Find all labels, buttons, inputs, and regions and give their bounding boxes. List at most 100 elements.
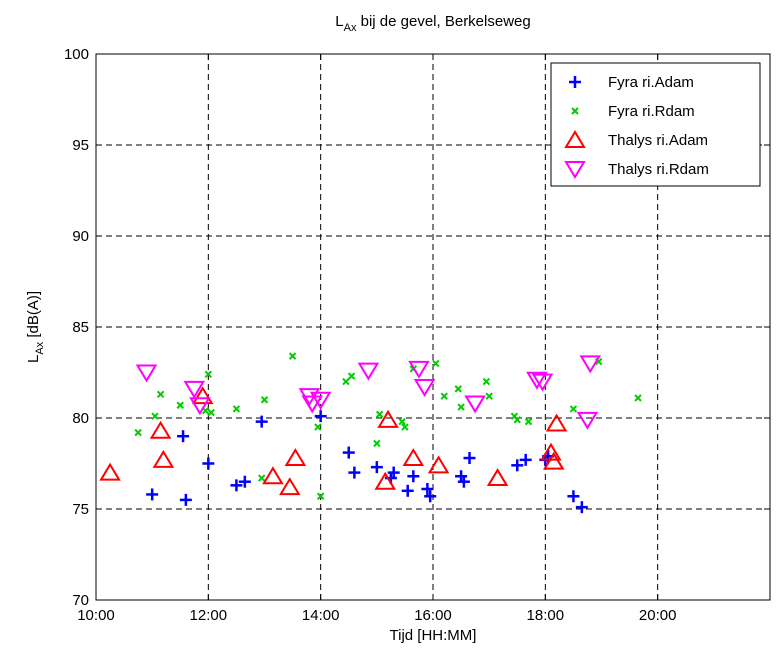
- data-point: [519, 453, 532, 466]
- data-point: [457, 403, 465, 411]
- legend-marker: [564, 161, 586, 179]
- data-point: [134, 428, 142, 437]
- data-point: [146, 488, 159, 501]
- series-1: [146, 410, 588, 514]
- data-point: [401, 484, 414, 497]
- legend-box: [550, 62, 761, 187]
- series-3: [99, 386, 568, 496]
- data-point: [183, 380, 206, 399]
- x-tick-label: 16:00: [414, 607, 452, 624]
- x-axis: 10:00 12:00 14:00 16:00 18:00 20:00: [77, 54, 676, 624]
- data-point: [257, 474, 266, 482]
- data-point: [342, 377, 350, 386]
- legend: Fyra ri.Adam Fyra ri.Rdam Thalys ri.Adam Th…: [550, 62, 761, 187]
- data-point: [424, 490, 437, 503]
- data-point: [260, 396, 269, 404]
- data-point: [511, 459, 524, 472]
- data-point: [191, 386, 214, 405]
- data-point: [370, 461, 383, 474]
- data-point: [149, 420, 172, 439]
- y-tick-label: 90: [72, 228, 89, 245]
- data-point: [575, 501, 588, 514]
- y-tick-label: 80: [72, 410, 89, 427]
- legend-item: Thalys ri.Rdam: [564, 161, 709, 179]
- data-point: [156, 390, 165, 399]
- data-point: [408, 360, 430, 379]
- x-tick-label: 10:00: [77, 607, 115, 624]
- y-axis-label-rest: [dB(A)]: [25, 291, 42, 342]
- data-point: [284, 448, 307, 467]
- data-point: [464, 395, 486, 414]
- data-point: [387, 466, 400, 479]
- data-point: [485, 392, 493, 400]
- data-point: [545, 413, 568, 432]
- data-point: [373, 439, 381, 448]
- data-point: [189, 397, 211, 416]
- legend-label: Thalys ri.Adam: [608, 132, 708, 149]
- data-point: [531, 373, 554, 392]
- x-axis-label: Tijd [HH:MM]: [390, 627, 477, 644]
- data-point: [398, 417, 406, 426]
- data-points: [99, 352, 642, 514]
- data-point: [463, 452, 476, 465]
- series-2: [134, 352, 642, 500]
- legend-marker: [571, 107, 579, 115]
- data-point: [486, 468, 509, 487]
- x-tick-label: 12:00: [190, 607, 228, 624]
- legend-item: Fyra ri.Rdam: [571, 103, 695, 120]
- data-point: [135, 364, 158, 383]
- y-axis-label: LAx [dB(A)]: [25, 291, 46, 363]
- chart-title-rest: bij de gevel, Berkelseweg: [356, 13, 530, 30]
- data-point: [309, 391, 332, 410]
- data-point: [513, 416, 521, 424]
- y-axis: 70 75 80 85 90 95 100: [64, 46, 770, 609]
- y-axis-label-subscript: Ax: [34, 341, 46, 354]
- data-point: [374, 471, 397, 490]
- data-point: [482, 377, 491, 386]
- data-point: [230, 479, 243, 492]
- data-point: [432, 359, 440, 368]
- x-tick-label: 20:00: [639, 607, 677, 624]
- data-point: [542, 451, 565, 470]
- chart-title: LAx bij de gevel, Berkelseweg: [335, 13, 530, 34]
- data-point: [342, 446, 355, 459]
- data-point: [427, 455, 450, 474]
- data-point: [314, 423, 322, 431]
- data-point: [348, 466, 361, 479]
- data-point: [279, 477, 301, 496]
- data-point: [316, 492, 325, 500]
- y-tick-label: 70: [72, 592, 89, 609]
- data-point: [99, 462, 121, 481]
- data-point: [454, 385, 462, 393]
- data-point: [413, 379, 436, 398]
- y-tick-label: 85: [72, 319, 89, 336]
- data-point: [524, 417, 533, 426]
- data-point: [401, 423, 409, 431]
- data-point: [579, 355, 602, 374]
- data-point: [407, 470, 420, 483]
- series-4: [135, 355, 602, 430]
- data-point: [440, 392, 448, 400]
- y-tick-label: 95: [72, 137, 89, 154]
- data-point: [421, 482, 434, 495]
- data-point: [288, 352, 297, 360]
- data-point: [176, 401, 184, 409]
- data-point: [262, 466, 284, 485]
- chart-title-subscript: Ax: [344, 22, 357, 34]
- legend-label: Thalys ri.Rdam: [608, 161, 709, 178]
- data-point: [202, 457, 215, 470]
- data-point: [569, 405, 578, 413]
- data-point: [375, 410, 384, 419]
- data-point: [177, 430, 190, 443]
- legend-label: Fyra ri.Rdam: [608, 103, 695, 120]
- legend-marker: [564, 130, 586, 148]
- data-point: [634, 394, 642, 402]
- y-tick-label: 100: [64, 46, 89, 63]
- x-tick-label: 18:00: [527, 607, 565, 624]
- legend-item: Thalys ri.Adam: [564, 130, 708, 149]
- x-tick-label: 14:00: [302, 607, 340, 624]
- data-point: [357, 362, 380, 381]
- legend-marker: [569, 76, 581, 88]
- data-point: [576, 411, 599, 430]
